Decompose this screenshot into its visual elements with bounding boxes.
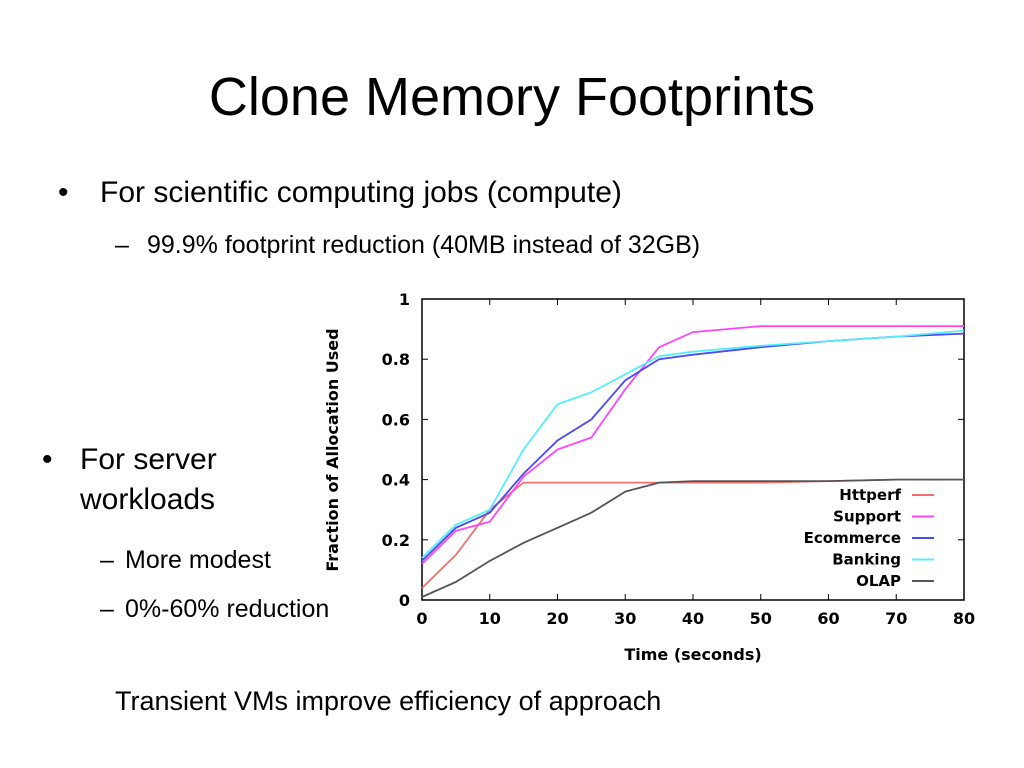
legend-label-olap: OLAP (856, 572, 901, 590)
subbullet-text: More modest (125, 546, 271, 574)
legend-label-ecommerce: Ecommerce (804, 529, 901, 547)
x-tick-label: 30 (614, 609, 636, 628)
legend-label-support: Support (833, 508, 901, 526)
plot-area: 0 10 20 30 40 50 60 70 80 0 0.2 0.4 0.6 0.8 1 Httperf Su… (382, 290, 975, 628)
subbullet-dash: – (115, 231, 129, 259)
series-line-support (421, 325, 964, 565)
y-tick-label: 1 (399, 290, 410, 309)
series-line-olap (421, 478, 964, 598)
subbullet-text: 0%-60% reduction (125, 595, 330, 623)
bullet-text: For server workloads (80, 443, 217, 516)
slide-title: Clone Memory Footprints (208, 67, 816, 127)
legend-label-banking: Banking (832, 551, 901, 569)
subbullet-dash: – (100, 546, 114, 574)
y-tick-label: 0 (399, 591, 410, 610)
bullet-dot: • (42, 443, 53, 476)
y-tick-label: 0.4 (382, 471, 410, 490)
x-tick-label: 50 (750, 609, 772, 628)
subbullet-modest: – More modest (100, 543, 271, 577)
line-chart: 0 10 20 30 40 50 60 70 80 0 0.2 0.4 0.6 0.8 1 Httperf Su… (323, 290, 975, 664)
x-tick-label: 20 (546, 609, 568, 628)
bullet-scientific: • For scientific computing jobs (compute… (58, 173, 622, 213)
x-tick-label: 70 (885, 609, 907, 628)
subbullet-reduction: – 99.9% footprint reduction (40MB instea… (115, 228, 700, 262)
y-tick-label: 0.6 (382, 410, 410, 429)
subbullet-dash: – (100, 595, 114, 623)
series-line-ecommerce (421, 332, 965, 562)
x-axis-label: Time (seconds) (624, 645, 761, 664)
y-axis-label: Fraction of Allocation Used (323, 328, 342, 571)
slide-footer: Transient VMs improve efficiency of appr… (115, 686, 662, 716)
subbullet-range: – 0%-60% reduction (100, 592, 329, 626)
series-line-banking (421, 329, 965, 559)
y-tick-label: 0.8 (382, 350, 410, 369)
x-tick-label: 10 (479, 609, 501, 628)
bullet-text: For scientific computing jobs (compute) (100, 176, 622, 209)
subbullet-text: 99.9% footprint reduction (40MB instead … (147, 231, 701, 259)
x-tick-label: 0 (416, 609, 427, 628)
x-tick-label: 60 (817, 609, 839, 628)
bullet-dot: • (58, 176, 69, 209)
legend-label-httperf: Httperf (839, 486, 901, 504)
y-tick-label: 0.2 (382, 531, 410, 550)
bullet-server: • For server workloads (42, 440, 302, 520)
x-tick-label: 40 (682, 609, 704, 628)
x-tick-label: 80 (953, 609, 975, 628)
